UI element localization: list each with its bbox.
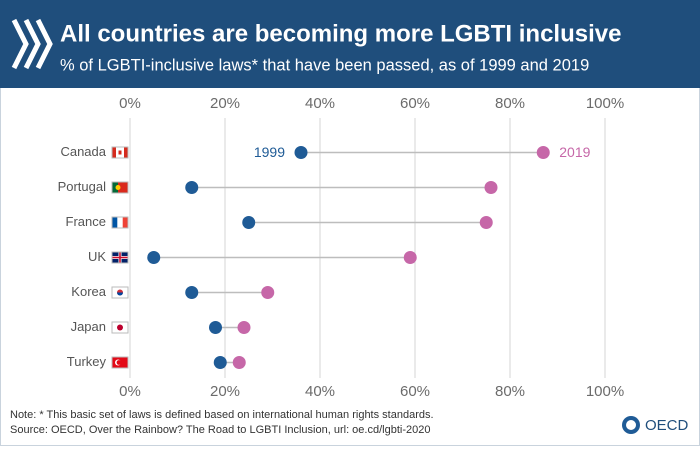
flag-part xyxy=(122,217,128,228)
x-tick-label: 40% xyxy=(305,95,335,112)
flag-part xyxy=(115,185,121,190)
source: Source: OECD, Over the Rainbow? The Road… xyxy=(10,424,430,436)
y-tick-label: Canada xyxy=(60,144,106,159)
flag-part xyxy=(111,216,129,229)
y-tick-label: Portugal xyxy=(58,179,107,194)
chart-subtitle: % of LGBTI-inclusive laws* that have bee… xyxy=(60,56,589,74)
flag-part xyxy=(111,251,129,264)
dot xyxy=(213,356,227,369)
flag xyxy=(111,356,129,369)
flag xyxy=(111,321,129,334)
dot xyxy=(232,356,246,369)
flag-part xyxy=(112,182,118,193)
flag-part xyxy=(119,252,121,263)
dot xyxy=(294,146,308,159)
legend-label: 2019 xyxy=(559,144,590,160)
dot xyxy=(209,321,222,334)
header xyxy=(0,0,700,88)
x-tick-label: 20% xyxy=(210,95,240,112)
note: Note: * This basic set of laws is define… xyxy=(10,409,434,421)
flag-part xyxy=(116,360,122,365)
x-tick-label: 20% xyxy=(210,383,240,400)
x-tick-label: 100% xyxy=(586,95,624,112)
flag xyxy=(111,286,129,299)
flag xyxy=(111,146,129,159)
dot xyxy=(479,216,493,229)
legend-label: 1999 xyxy=(254,144,285,160)
flag-part xyxy=(112,217,118,228)
flag-part xyxy=(111,286,129,299)
dot xyxy=(242,216,256,229)
x-tick-label: 100% xyxy=(586,383,624,400)
y-tick-label: Turkey xyxy=(67,354,107,369)
y-tick-label: UK xyxy=(88,249,106,264)
y-tick-label: France xyxy=(66,214,106,229)
dot xyxy=(237,321,251,334)
flag xyxy=(111,251,129,264)
dot xyxy=(484,181,498,194)
y-tick-label: Korea xyxy=(71,284,106,299)
logo-text: OECD xyxy=(645,417,689,434)
flag xyxy=(111,216,129,229)
y-tick-label: Japan xyxy=(71,319,106,334)
chart-title: All countries are becoming more LGBTI in… xyxy=(60,20,621,47)
x-tick-label: 0% xyxy=(119,383,141,400)
flag xyxy=(111,181,129,194)
x-tick-label: 0% xyxy=(119,95,141,112)
flag-part xyxy=(117,292,123,296)
flag-part xyxy=(117,324,123,331)
dot xyxy=(403,251,417,264)
dot xyxy=(536,146,550,159)
x-tick-label: 60% xyxy=(400,95,430,112)
flag-part xyxy=(111,146,129,159)
logo-chevrons xyxy=(11,18,53,70)
flag-part xyxy=(111,181,129,194)
dot xyxy=(185,286,199,299)
dot xyxy=(147,251,161,264)
flag-part xyxy=(118,150,122,155)
x-tick-label: 80% xyxy=(495,383,525,400)
x-tick-label: 80% xyxy=(495,95,525,112)
flag-part xyxy=(111,356,129,369)
x-tick-label: 40% xyxy=(305,383,335,400)
flag-part xyxy=(124,147,128,158)
flag-part xyxy=(111,321,129,334)
dot xyxy=(261,286,275,299)
dot xyxy=(185,181,199,194)
flag-part xyxy=(112,147,116,158)
x-tick-label: 60% xyxy=(400,383,430,400)
plot: 0% 0% 20% 20% 40% 40% 60% 60% 80% 80% 100% 100% Cana… xyxy=(58,95,625,400)
flag-part xyxy=(118,182,128,193)
flag-part xyxy=(112,217,128,228)
logo-mark-inner xyxy=(626,420,636,430)
